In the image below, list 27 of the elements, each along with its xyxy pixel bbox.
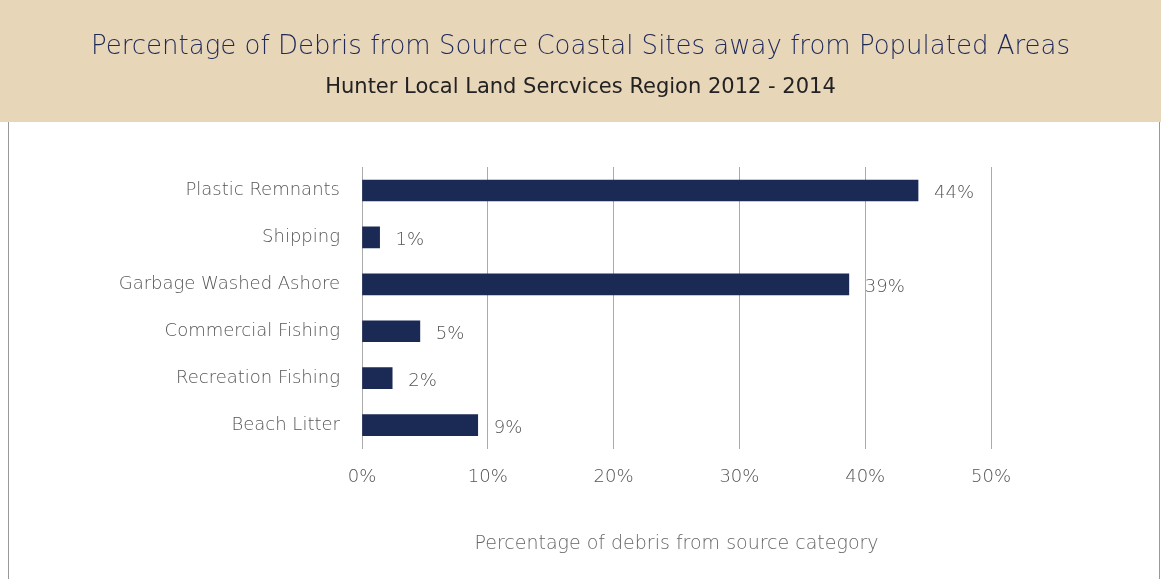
bar: [362, 179, 919, 202]
x-tick-label: 0%: [347, 465, 377, 487]
x-tick-label: 50%: [970, 465, 1012, 487]
data-label: 39%: [864, 275, 905, 297]
x-axis-title: Percentage of debris from source category: [474, 530, 879, 553]
data-label: 2%: [408, 368, 437, 390]
x-tick-label: 10%: [467, 465, 508, 487]
data-label: 5%: [435, 321, 465, 343]
bar: [362, 320, 421, 343]
bar: [362, 414, 479, 436]
y-tick-label: Recreation Fishing: [175, 365, 340, 387]
chart-title: Percentage of Debris from Source Coastal Sites away from Populated Areas: [89, 30, 1072, 60]
y-tick-label: Beach Litter: [231, 412, 341, 434]
chart-subtitle: Hunter Local Land Sercvices Region 2012 - 2014: [324, 74, 837, 98]
bar: [362, 273, 850, 296]
y-tick-label: Commercial Fishing: [164, 318, 340, 340]
data-label: 44%: [934, 181, 975, 203]
data-label: 9%: [493, 415, 523, 437]
y-tick-label: Shipping: [262, 225, 340, 247]
x-tick-label: 30%: [719, 465, 760, 487]
y-tick-label: Garbage Washed Ashore: [118, 272, 340, 294]
y-tick-label: Plastic Remnants: [185, 178, 340, 200]
bar: [362, 367, 393, 390]
x-tick-label: 40%: [845, 465, 886, 487]
bar: [362, 226, 380, 249]
x-tick-label: 20%: [593, 465, 634, 487]
data-label: 1%: [395, 228, 425, 250]
